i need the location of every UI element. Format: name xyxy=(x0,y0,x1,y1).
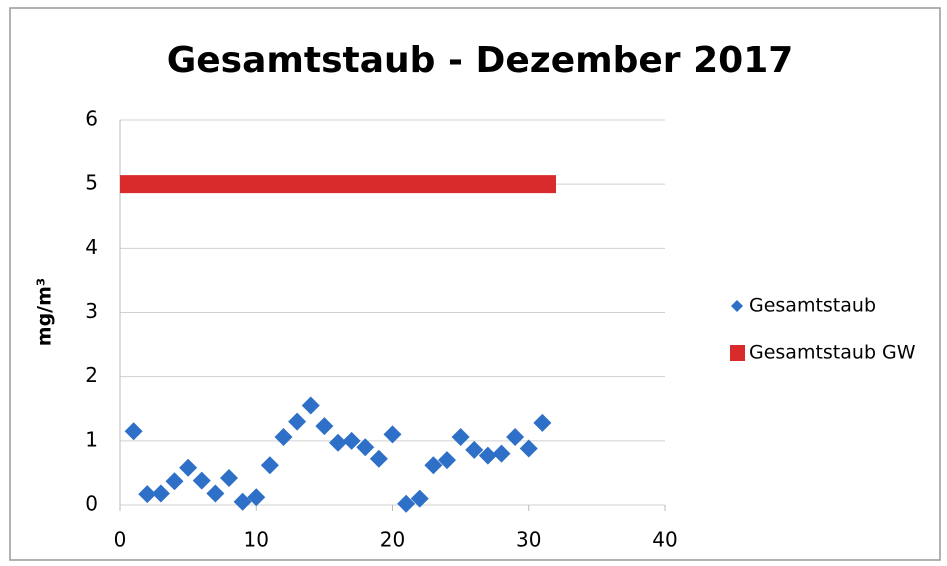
point xyxy=(206,484,225,503)
legend-label: Gesamtstaub GW xyxy=(749,342,916,364)
point xyxy=(260,456,279,475)
point xyxy=(465,440,484,459)
point xyxy=(138,485,157,504)
legend-marker xyxy=(730,345,745,361)
chart-frame xyxy=(9,7,941,561)
point xyxy=(519,439,538,458)
point xyxy=(274,427,293,446)
point xyxy=(192,471,211,490)
legend-marker xyxy=(731,300,743,312)
point xyxy=(410,489,429,508)
legend-label: Gesamtstaub xyxy=(749,295,876,317)
y-tick-label: 2 xyxy=(85,363,98,387)
point xyxy=(179,458,198,477)
point xyxy=(124,422,143,441)
y-tick-label: 6 xyxy=(85,107,98,131)
point xyxy=(315,417,334,436)
x-tick-label: 20 xyxy=(380,528,405,552)
point xyxy=(397,494,416,513)
y-tick-label: 4 xyxy=(85,235,98,259)
point xyxy=(424,456,443,475)
point xyxy=(383,425,402,444)
point xyxy=(356,438,375,457)
point xyxy=(342,431,361,450)
point xyxy=(288,412,307,431)
point xyxy=(506,427,525,446)
point xyxy=(247,488,266,507)
y-tick-label: 0 xyxy=(85,492,98,516)
point xyxy=(478,446,497,465)
chart-title: Gesamtstaub - Dezember 2017 xyxy=(167,40,794,81)
point xyxy=(492,444,511,463)
point xyxy=(233,492,252,511)
point xyxy=(438,451,456,470)
y-tick-label: 5 xyxy=(85,171,98,195)
y-tick-label: 1 xyxy=(85,427,98,451)
y-tick-label: 3 xyxy=(85,299,98,323)
point xyxy=(165,472,184,491)
x-tick-label: 40 xyxy=(652,528,677,552)
point xyxy=(533,413,552,432)
point xyxy=(301,396,320,415)
point xyxy=(451,427,470,446)
y-axis-label: mg/m³ xyxy=(34,278,56,346)
point xyxy=(369,449,388,468)
x-tick-label: 30 xyxy=(516,528,541,552)
point xyxy=(151,484,170,503)
point xyxy=(220,469,238,488)
x-tick-label: 0 xyxy=(114,528,127,552)
point xyxy=(329,433,347,452)
x-tick-label: 10 xyxy=(244,528,269,552)
